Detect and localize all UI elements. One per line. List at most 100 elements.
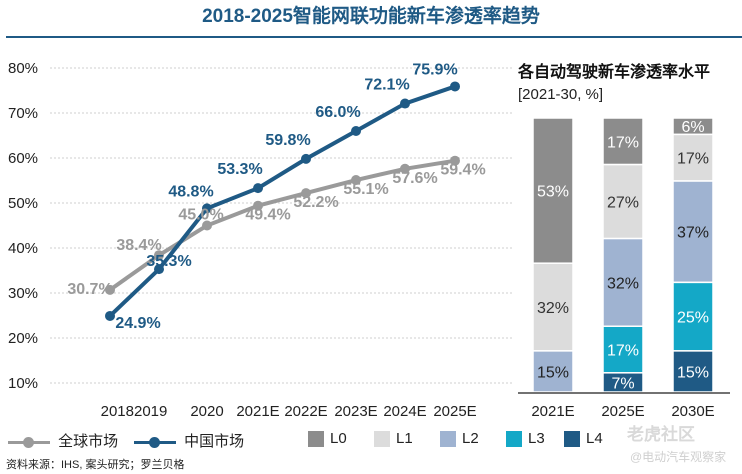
bar-label-l0: 17% (607, 134, 639, 151)
legend-l4-label: L4 (586, 430, 603, 447)
y-tick-label: 20% (8, 330, 38, 347)
bar-category-label: 2030E (671, 403, 714, 420)
data-point-global (351, 175, 361, 186)
data-point-china (301, 153, 311, 164)
bar-segment-l2 (602, 237, 644, 327)
bar-segment-l1 (672, 133, 714, 182)
bar-segment-l4 (672, 350, 714, 393)
data-label-global: 52.2% (293, 194, 338, 211)
bar-chart-title: 各自动驾驶新车渗透率水平 (518, 64, 711, 81)
bar-label-l3: 25% (677, 310, 709, 327)
x-tick-label: 20182019 (101, 403, 168, 420)
watermark-brand: 老虎社区 (627, 425, 695, 444)
legend-l2-swatch (440, 431, 456, 448)
legend-global: 全球市场 (8, 430, 118, 451)
bar-segment-l3 (602, 325, 644, 374)
data-point-global (301, 188, 311, 199)
bar-label-l1: 32% (537, 300, 569, 317)
y-tick-label: 40% (8, 240, 38, 257)
bar-label-l3: 17% (607, 343, 639, 360)
bar-segment-l0 (672, 117, 714, 136)
title-divider (6, 36, 742, 38)
data-point-global (253, 200, 263, 211)
data-label-china: 53.3% (217, 161, 262, 178)
legend-china-line (134, 436, 176, 448)
bar-segment-l4 (602, 372, 644, 393)
y-tick-label: 80% (8, 60, 38, 77)
data-label-global: 30.7% (67, 281, 112, 298)
data-label-china: 66.0% (315, 104, 360, 121)
watermark-account: @电动汽车观察家 (630, 450, 727, 464)
data-label-global: 38.4% (116, 237, 161, 254)
legend-l4: L4 (564, 430, 603, 448)
data-point-china (105, 310, 115, 321)
data-point-china (400, 98, 410, 109)
data-label-china: 59.8% (265, 132, 310, 149)
x-tick-label: 2023E (334, 403, 377, 420)
legend-l3-swatch (506, 431, 522, 448)
bar-segment-l0 (532, 117, 574, 264)
data-point-china (351, 126, 361, 136)
legend-l2-label: L2 (462, 430, 479, 447)
bar-segment-l2 (672, 180, 714, 284)
bar-category-label: 2021E (531, 403, 574, 420)
series-line-china (108, 84, 456, 318)
data-point-global (202, 220, 212, 231)
data-label-global: 55.1% (343, 181, 388, 198)
legend-global-label: 全球市场 (58, 433, 119, 450)
legend-l0: L0 (308, 430, 347, 448)
data-point-china (202, 203, 212, 214)
legend-l4-swatch (564, 431, 580, 448)
bar-label-l2: 32% (607, 275, 639, 292)
y-tick-label: 30% (8, 285, 38, 302)
bar-label-l2: 37% (677, 225, 709, 242)
legend-l0-swatch (308, 431, 324, 448)
data-label-global: 49.4% (245, 207, 290, 224)
source-note: 资料来源：IHS, 案头研究；罗兰贝格 (6, 459, 185, 471)
legend-l3: L3 (506, 430, 545, 448)
data-point-global (400, 163, 410, 174)
legend-l1-label: L1 (396, 430, 413, 447)
data-label-china: 48.8% (168, 183, 213, 200)
data-label-global: 57.6% (392, 170, 437, 187)
bar-category-label: 2025E (601, 403, 644, 420)
bar-label-l1: 17% (677, 151, 709, 168)
legend-l2: L2 (440, 430, 479, 448)
legend-l3-label: L3 (528, 430, 545, 447)
bar-label-l0: 6% (681, 119, 704, 136)
bar-segment-l0 (602, 117, 644, 166)
data-label-global: 45.0% (178, 207, 223, 224)
data-point-global (154, 250, 164, 261)
bar-label-l0: 53% (537, 184, 569, 201)
legend-l1: L1 (374, 430, 413, 448)
bar-segment-l2 (532, 350, 574, 393)
bar-label-l1: 27% (607, 195, 639, 212)
bar-segment-l1 (602, 163, 644, 240)
legend-china-label: 中国市场 (184, 433, 245, 450)
x-tick-label: 2024E (383, 403, 426, 420)
data-label-china: 35.3% (146, 253, 191, 270)
data-point-china (450, 81, 460, 92)
y-tick-label: 50% (8, 195, 38, 212)
legend-l0-label: L0 (330, 430, 347, 447)
series-line-global (108, 158, 456, 292)
bar-label-l4: 15% (677, 364, 709, 381)
data-label-global: 59.4% (440, 162, 485, 179)
data-label-china: 24.9% (115, 315, 160, 332)
bar-segment-l1 (532, 262, 574, 352)
x-tick-label: 2020 (190, 403, 223, 420)
y-tick-label: 70% (8, 105, 38, 122)
x-tick-label: 2022E (284, 403, 327, 420)
legend-global-line (8, 436, 50, 448)
bar-label-l2: 15% (537, 364, 569, 381)
legend-china: 中国市场 (134, 430, 244, 451)
data-label-china: 72.1% (364, 77, 409, 94)
data-point-china (154, 264, 164, 275)
data-label-china: 75.9% (412, 61, 457, 78)
y-tick-label: 10% (8, 375, 38, 392)
y-tick-label: 60% (8, 150, 38, 167)
bar-chart-subtitle: [2021-30, %] (518, 86, 604, 103)
data-point-global (450, 155, 460, 166)
bar-segment-l3 (672, 281, 714, 352)
data-point-china (253, 183, 263, 194)
